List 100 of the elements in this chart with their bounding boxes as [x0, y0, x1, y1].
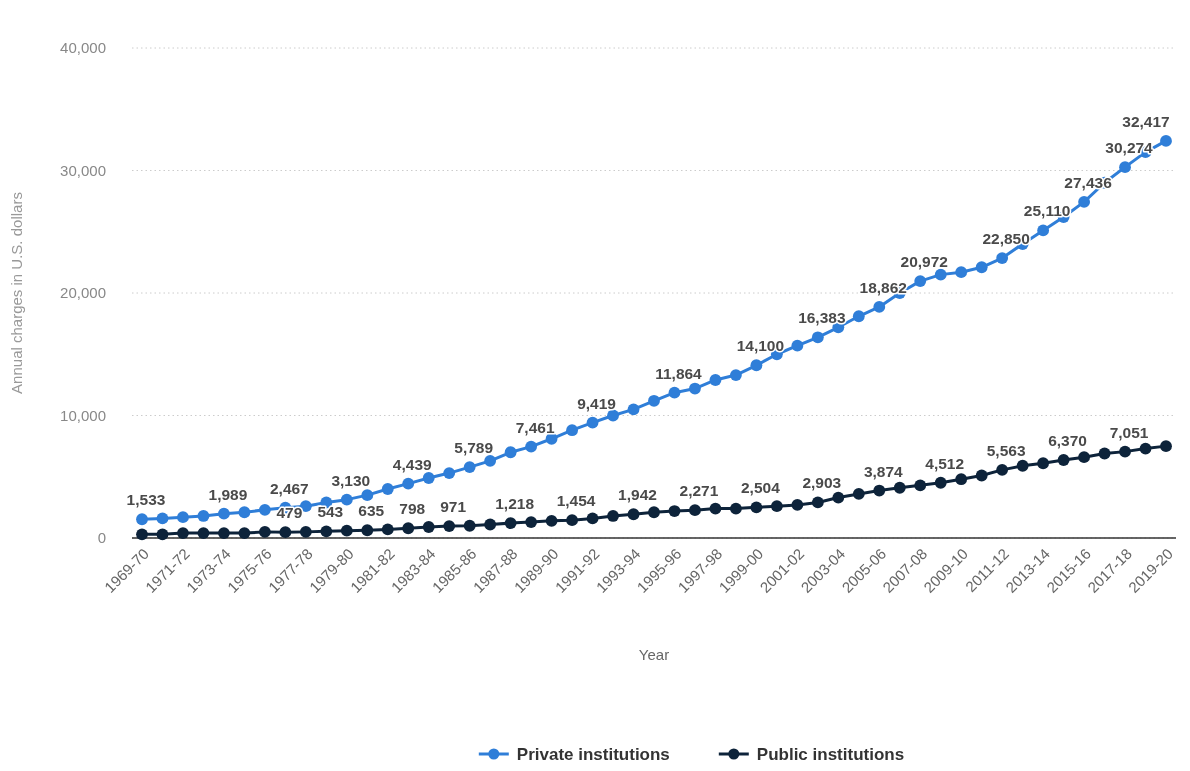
- point: [668, 386, 681, 399]
- point: [811, 496, 824, 509]
- point: [648, 506, 660, 519]
- point: [1119, 445, 1131, 458]
- point: [586, 416, 599, 429]
- point: [709, 374, 722, 386]
- point: [156, 512, 169, 525]
- point: [1160, 134, 1172, 147]
- point: [463, 519, 476, 532]
- point: [1037, 457, 1050, 470]
- data-label: 2,467: [269, 479, 309, 497]
- point: [156, 528, 169, 541]
- point: [668, 505, 681, 517]
- point: [730, 369, 742, 381]
- point: [586, 512, 599, 525]
- point: [750, 359, 763, 372]
- y-axis-title: Annual charges in U.S. dollars: [8, 192, 25, 394]
- legend-label: Private institutions: [516, 745, 670, 764]
- point: [689, 504, 701, 517]
- point: [1016, 459, 1029, 472]
- point: [893, 481, 906, 494]
- point: [852, 310, 865, 323]
- point: [750, 501, 763, 514]
- point: [1078, 196, 1090, 208]
- point: [361, 489, 374, 502]
- data-label: 1,454: [556, 492, 596, 510]
- point: [1098, 447, 1111, 460]
- point: [136, 528, 148, 541]
- data-label: 16,383: [798, 309, 846, 327]
- point: [279, 526, 292, 539]
- data-label: 543: [317, 503, 344, 521]
- point: [791, 339, 804, 352]
- data-label: 798: [399, 500, 426, 518]
- data-label: 2,903: [802, 474, 842, 492]
- point: [177, 527, 189, 540]
- point: [873, 484, 886, 497]
- data-label: 635: [358, 502, 385, 520]
- data-label: 7,051: [1109, 423, 1149, 441]
- point: [525, 440, 538, 453]
- point: [1139, 442, 1152, 455]
- point: [197, 510, 210, 522]
- data-label: 3,874: [863, 462, 904, 480]
- point: [218, 507, 230, 520]
- y-tick-label: 30,000: [60, 161, 106, 179]
- point: [525, 516, 538, 528]
- data-label: 7,461: [515, 418, 555, 436]
- data-label: 5,789: [454, 439, 494, 457]
- y-tick-label: 0: [97, 529, 106, 546]
- point: [811, 331, 824, 344]
- data-label: 32,417: [1122, 112, 1170, 130]
- data-label: 3,130: [331, 471, 371, 489]
- point: [975, 469, 988, 482]
- point: [934, 476, 947, 489]
- point: [238, 506, 251, 519]
- point: [627, 403, 640, 416]
- data-label: 2,271: [679, 482, 719, 500]
- point: [1078, 451, 1090, 464]
- point: [381, 483, 394, 495]
- point: [381, 523, 394, 536]
- point: [443, 467, 456, 479]
- point: [955, 266, 968, 279]
- point: [463, 461, 476, 473]
- point: [607, 510, 619, 522]
- data-label: 22,850: [982, 230, 1030, 248]
- point: [422, 472, 435, 484]
- data-label: 1,989: [208, 485, 248, 503]
- point: [504, 517, 517, 529]
- point: [996, 252, 1009, 264]
- data-label: 1,942: [618, 486, 657, 504]
- point: [197, 527, 210, 540]
- y-tick-label: 40,000: [60, 39, 106, 56]
- point: [258, 503, 271, 516]
- data-label: 5,563: [986, 441, 1026, 459]
- data-label: 14,100: [736, 337, 785, 355]
- point: [402, 477, 415, 490]
- point: [299, 525, 312, 538]
- y-tick-label: 10,000: [60, 406, 106, 424]
- point: [1160, 440, 1172, 453]
- point: [422, 521, 435, 533]
- point: [996, 463, 1009, 476]
- point: [361, 524, 374, 537]
- point: [730, 502, 742, 515]
- point: [258, 525, 271, 538]
- data-label: 20,972: [900, 253, 948, 271]
- point: [566, 424, 578, 437]
- point: [770, 500, 783, 513]
- x-axis-title: Year: [638, 646, 670, 663]
- point: [340, 524, 353, 537]
- point: [1037, 224, 1050, 237]
- data-label: 30,274: [1105, 139, 1154, 157]
- point: [340, 493, 353, 506]
- data-label: 971: [440, 498, 467, 516]
- point: [218, 527, 230, 540]
- point: [914, 275, 927, 287]
- point: [1057, 454, 1070, 466]
- point: [1119, 161, 1131, 174]
- data-label: 6,370: [1048, 431, 1087, 449]
- data-label: 2,504: [741, 479, 781, 497]
- data-label: 4,512: [925, 454, 965, 472]
- point: [238, 527, 251, 540]
